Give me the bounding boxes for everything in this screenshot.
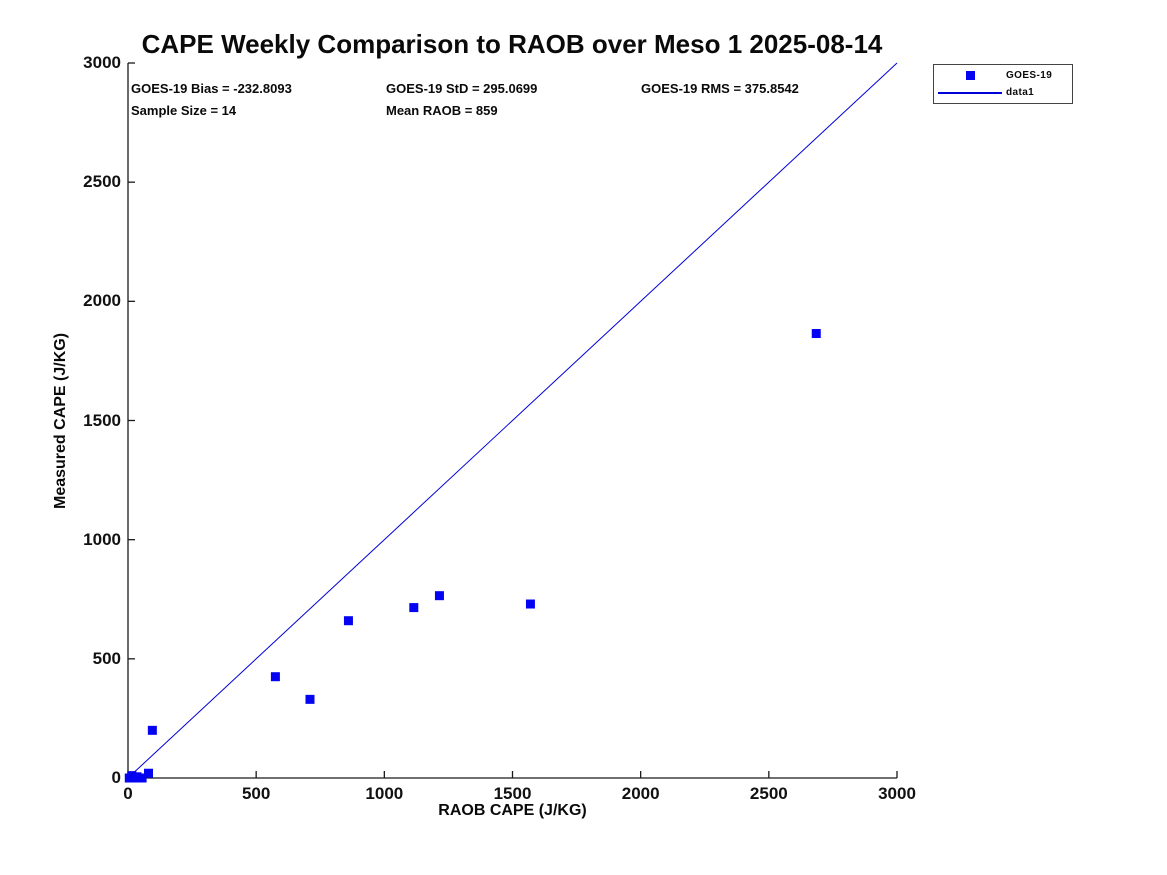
y-tick-label: 2500 [83,172,121,192]
scatter-point [132,772,142,782]
scatter-point [525,599,535,609]
stat-rms: GOES-19 RMS = 375.8542 [641,81,799,96]
legend-icon-cell [934,91,1006,94]
x-tick-label: 1500 [493,784,532,803]
scatter-point [147,725,157,735]
stat-sample-size: Sample Size = 14 [131,103,237,118]
stat-std: GOES-19 StD = 295.0699 [386,81,538,96]
y-axis-label: Measured CAPE (J/KG) [52,332,69,509]
stat-bias: GOES-19 Bias = -232.8093 [131,81,292,96]
stat-mean-raob: Mean RAOB = 859 [386,103,498,118]
x-tick-label: 2000 [621,784,660,803]
scatter-point [144,768,154,778]
legend: GOES-19 data1 [933,64,1073,104]
x-tick-label: 0 [123,784,133,803]
scatter-point [343,616,353,626]
square-marker-icon [965,71,975,80]
x-tick-label: 2500 [749,784,788,803]
scatter-point [305,694,315,704]
identity-line [127,62,898,779]
scatter-point [409,603,419,613]
x-axis-label: RAOB CAPE (J/KG) [438,802,587,819]
line-sample-icon [938,91,1002,94]
x-tick-label: 500 [241,784,271,803]
y-tick-label: 1000 [83,529,121,549]
y-tick-label: 2000 [83,291,121,311]
y-tick-label: 1500 [83,410,121,430]
legend-row-goes19: GOES-19 [934,67,1072,84]
chart-title: CAPE Weekly Comparison to RAOB over Meso… [141,29,883,59]
y-tick-label: 0 [111,768,121,787]
legend-icon-cell [934,71,1006,80]
legend-label-goes19: GOES-19 [1006,70,1053,81]
scatter-point [137,773,147,783]
scatter-point [270,672,280,682]
scatter-point [811,329,821,339]
y-tick-label: 500 [92,648,121,668]
x-tick-label: 3000 [878,784,916,803]
y-tick-label: 3000 [83,53,121,72]
scatter-point [434,591,444,601]
legend-row-data1: data1 [934,84,1072,101]
legend-label-data1: data1 [1006,87,1035,98]
x-tick-label: 1000 [365,784,404,803]
